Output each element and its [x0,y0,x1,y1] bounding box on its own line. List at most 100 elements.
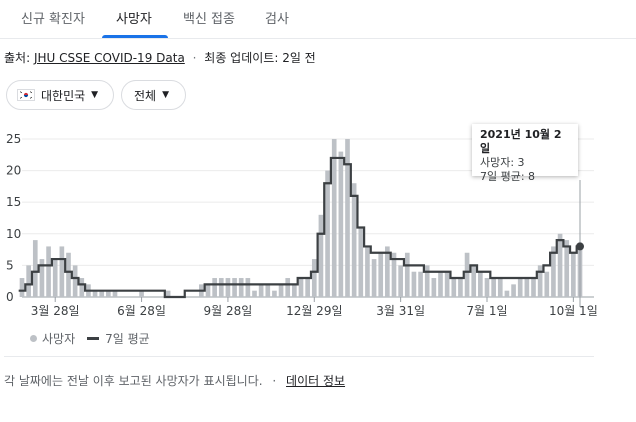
death-bar [451,278,457,297]
death-bar [564,240,570,297]
death-bar [26,265,31,297]
death-bar [571,252,576,297]
death-bar [391,252,397,297]
tooltip-average: 7일 평균: 8 [480,170,536,183]
death-bar [511,284,516,297]
death-bar [46,246,51,297]
death-bar [225,278,231,297]
tab-deaths[interactable]: 사망자 [116,12,152,27]
x-tick-label: 3월 28일 [31,304,80,318]
death-bar [398,265,403,297]
death-bar [504,290,510,297]
death-bar [365,246,370,297]
death-bar [112,290,118,297]
death-bar [232,278,237,297]
death-bar [497,278,503,297]
death-bar [265,284,271,297]
death-bar [557,233,563,297]
death-bar [205,284,211,297]
chevron-down-icon: ▼ [91,90,99,100]
death-bar [238,278,244,297]
x-tick-label: 6월 28일 [117,304,166,318]
death-bar [252,290,257,297]
y-tick-label: 10 [6,227,21,241]
y-tick-label: 25 [6,132,21,146]
y-tick-label: 0 [6,290,14,304]
source-line: 출처: JHU CSSE COVID-19 Data · 최종 업데이트: 2일… [4,49,316,66]
death-bar [285,278,291,297]
y-tick-label: 15 [6,195,21,209]
death-bar [345,138,350,297]
x-tick-label: 9월 28일 [204,304,253,318]
death-bar [272,290,277,297]
footer-note: 각 날짜에는 전날 이후 보고된 사망자가 표시됩니다. · 데이터 정보 [4,372,345,389]
death-bar [404,252,410,297]
death-bar [484,278,490,297]
active-tab-indicator [102,35,168,38]
death-bar [551,246,556,297]
legend-bar-swatch [30,335,37,342]
country-label: 대한민국 [41,88,86,103]
x-tick-label: 7월 1일 [466,304,507,318]
death-bar [358,227,364,297]
death-bar [424,265,430,297]
divider [4,356,594,357]
death-bar [72,265,78,297]
death-bar [298,278,304,297]
x-tick-label: 3월 31일 [376,304,425,318]
death-bar [537,265,543,297]
death-bar [531,278,536,297]
death-bar [311,259,317,297]
chevron-down-icon: ▼ [162,90,170,100]
scope-dropdown[interactable]: 전체 ▼ [121,80,186,110]
hover-point [576,242,584,251]
death-bar [444,271,450,297]
death-bar [331,138,337,297]
tab-bar: 신규 확진자 사망자 백신 접종 검사 [0,0,636,39]
death-bar [59,246,65,297]
death-bar [411,271,417,297]
death-bar [92,290,98,297]
source-separator: · [192,51,197,65]
legend-line-swatch [87,337,100,340]
death-bar [79,278,85,297]
death-bar [464,252,470,297]
death-bar [458,278,463,297]
death-bar [351,183,357,297]
data-info-link[interactable]: 데이터 정보 [286,374,346,388]
death-bar [52,259,58,297]
tab-vaccinations[interactable]: 백신 접종 [183,12,235,27]
scope-label: 전체 [134,88,157,103]
y-tick-label: 5 [6,258,14,272]
death-bar [39,259,45,297]
death-bar [338,151,344,297]
death-bar [478,271,483,297]
death-bar [258,284,264,297]
source-link[interactable]: JHU CSSE COVID-19 Data [33,51,185,65]
death-bar [278,284,284,297]
chart-legend: 사망자 7일 평균 [30,330,150,347]
country-dropdown[interactable]: 대한민국 ▼ [6,80,114,110]
seven-day-average-line [18,156,584,299]
death-bar [524,278,530,297]
death-bar [471,265,477,297]
death-bar [66,252,71,297]
death-bar [19,278,25,297]
death-bar [139,290,144,297]
death-bar [385,246,390,297]
tooltip-date: 2021년 10월 2일 [480,128,562,155]
footer-separator: · [272,374,277,388]
x-tick-label: 12월 29일 [286,304,342,318]
death-bar [218,278,224,297]
death-bar [438,271,443,297]
death-bar [212,278,217,297]
last-updated: 최종 업데이트: 2일 전 [204,51,316,65]
legend-bar-label: 사망자 [42,332,76,346]
tooltip-deaths: 사망자: 3 [480,156,525,169]
tab-new-cases[interactable]: 신규 확진자 [21,12,85,27]
death-bar [544,271,550,297]
legend-line-label: 7일 평균 [105,332,150,346]
tab-testing[interactable]: 검사 [265,12,289,27]
death-bar [318,214,324,297]
death-bar [378,252,384,297]
